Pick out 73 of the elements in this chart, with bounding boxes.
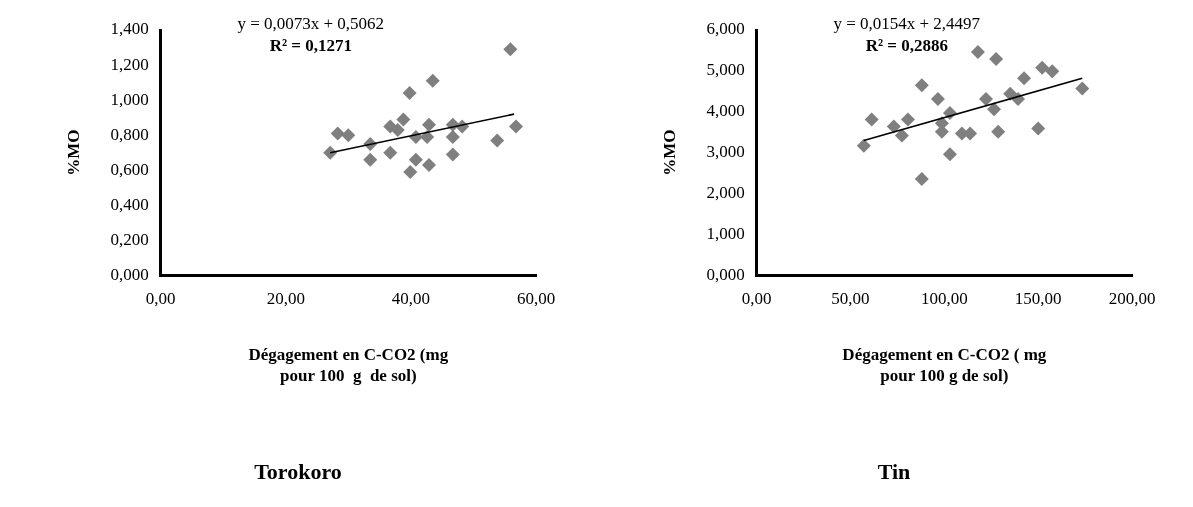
point <box>991 124 1006 139</box>
x-tick-label: 150,00 <box>1014 289 1062 309</box>
y-axis-title: %MO <box>659 129 679 176</box>
annotation: y = 0,0154x + 2,4497 <box>833 13 981 33</box>
point <box>508 119 523 134</box>
y-tick-label: 0,000 <box>706 264 745 284</box>
y-tick-label: 4,000 <box>706 101 745 121</box>
point <box>914 171 929 186</box>
y-tick-label: 1,200 <box>110 54 149 74</box>
y-tick-label: 1,000 <box>110 89 149 109</box>
y-tick-label: 1,000 <box>706 223 745 243</box>
point <box>408 152 423 167</box>
y-tick-label: 2,000 <box>706 183 745 203</box>
point <box>422 157 437 172</box>
y-tick-label: 0,800 <box>110 124 149 144</box>
x-tick-label: 200,00 <box>1108 289 1156 309</box>
point <box>942 147 957 162</box>
x-axis-title: Dégagement en C-CO2 ( mg pour 100 g de sol) <box>842 345 1047 385</box>
x-tick-label: 20,00 <box>266 289 305 309</box>
y-tick-label: 0,200 <box>110 229 149 249</box>
x-tick-label: 0,00 <box>145 289 176 309</box>
point <box>503 42 518 57</box>
y-tick-label: 0,400 <box>110 194 149 214</box>
y-tick-label: 3,000 <box>706 142 745 162</box>
point <box>383 145 398 160</box>
y-tick-label: 0,000 <box>110 264 149 284</box>
point <box>856 138 871 153</box>
point <box>1045 64 1060 79</box>
point <box>402 86 417 101</box>
x-tick-label: 0,00 <box>741 289 772 309</box>
x-tick-label: 60,00 <box>516 289 556 309</box>
point <box>390 122 405 137</box>
point <box>1003 86 1018 101</box>
y-axis-title: %MO <box>63 129 83 176</box>
point <box>341 128 356 143</box>
x-tick-label: 50,00 <box>831 289 870 309</box>
text: Torokoro <box>254 459 342 485</box>
point <box>420 129 435 144</box>
point <box>1031 121 1046 136</box>
point <box>445 147 460 162</box>
point <box>425 73 440 88</box>
point <box>403 164 418 179</box>
point <box>363 152 378 167</box>
x-tick-label: 100,00 <box>920 289 968 309</box>
y-tick-label: 6,000 <box>706 19 745 39</box>
point <box>987 102 1002 117</box>
text: Tin <box>877 459 911 485</box>
point <box>930 92 945 107</box>
point <box>323 145 338 160</box>
point <box>900 112 915 127</box>
point <box>914 78 929 93</box>
point <box>1017 71 1032 86</box>
annotation: R² = 0,2886 <box>865 35 948 55</box>
point <box>445 129 460 144</box>
point <box>989 52 1004 67</box>
point <box>330 126 345 141</box>
x-axis-title: Dégagement en C-CO2 (mg pour 100 g de sol) <box>248 345 449 385</box>
point <box>490 133 505 148</box>
y-tick-label: 1,400 <box>110 19 149 39</box>
point <box>978 92 993 107</box>
point <box>422 117 437 132</box>
x-tick-label: 40,00 <box>391 289 431 309</box>
point <box>1075 81 1090 96</box>
y-tick-label: 5,000 <box>706 60 745 80</box>
point <box>970 45 985 60</box>
point <box>864 112 879 127</box>
annotation: R² = 0,1271 <box>269 35 352 55</box>
point <box>1035 60 1050 75</box>
y-tick-label: 0,600 <box>110 159 149 179</box>
point <box>396 112 411 127</box>
point <box>894 128 909 143</box>
point <box>886 119 901 134</box>
annotation: y = 0,0073x + 0,5062 <box>237 13 385 33</box>
